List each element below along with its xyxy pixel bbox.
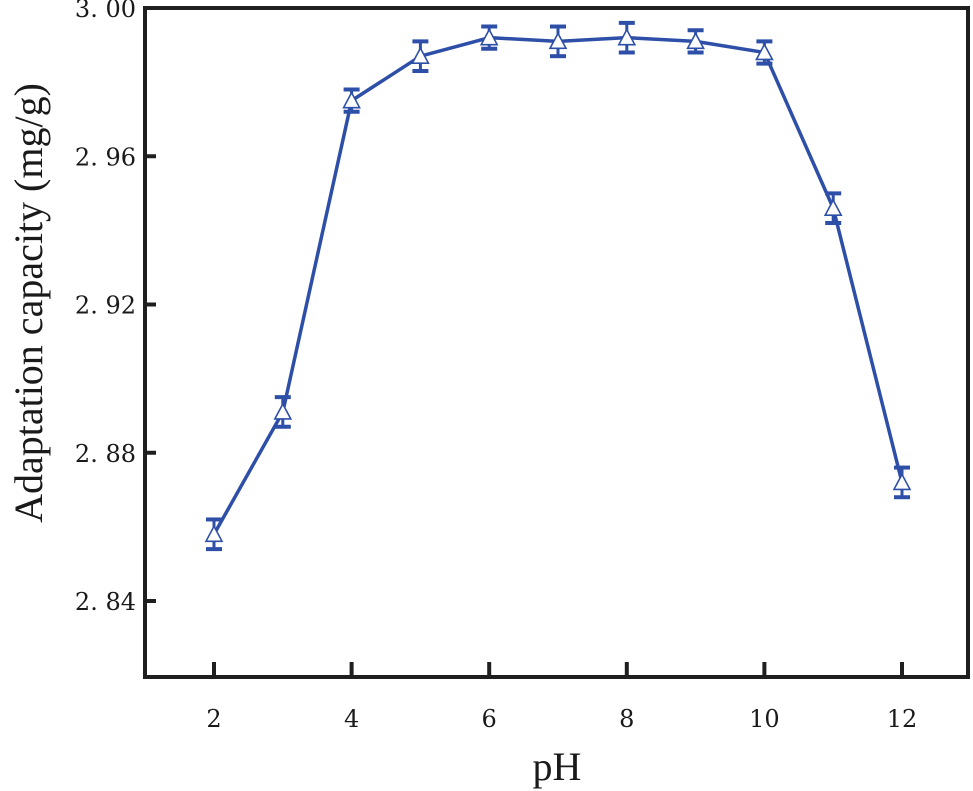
y-axis-title: Adaptation capacity (mg/g) [6, 83, 51, 523]
x-tick-label: 6 [482, 705, 497, 733]
data-point [548, 24, 568, 59]
triangle-marker-icon [342, 90, 361, 109]
data-point [411, 39, 430, 74]
data-point [686, 28, 705, 55]
y-tick-label: 3. 00 [75, 0, 136, 23]
triangle-marker-icon [617, 27, 637, 46]
x-axis-title: pH [533, 744, 582, 789]
data-point [204, 517, 224, 552]
series-line [212, 35, 904, 536]
y-tick-label: 2. 96 [75, 143, 136, 171]
x-tick-label: 10 [749, 705, 780, 733]
data-point [892, 465, 912, 500]
data-point [755, 39, 774, 66]
triangle-marker-icon [548, 31, 568, 50]
data-point [273, 395, 293, 429]
triangle-marker-icon [204, 524, 224, 543]
triangle-marker-icon [411, 46, 430, 64]
plot-border [143, 6, 970, 679]
data-point [823, 191, 843, 225]
triangle-marker-icon [273, 402, 293, 420]
data-point [617, 20, 637, 55]
x-tick-label: 8 [619, 705, 634, 733]
triangle-marker-icon [755, 42, 774, 61]
x-tick-label: 12 [887, 705, 918, 733]
triangle-marker-icon [823, 198, 843, 216]
x-tick-label: 4 [344, 705, 359, 733]
y-tick-label: 2. 88 [75, 440, 136, 468]
data-series [204, 20, 912, 552]
x-tick-label: 2 [206, 705, 221, 733]
axes-frame [143, 6, 970, 679]
y-tick-label: 2. 84 [75, 588, 136, 616]
triangle-marker-icon [686, 31, 705, 50]
x-axis-ticks: 2 4 6 8 10 12 [206, 662, 917, 733]
y-tick-label: 2. 92 [75, 292, 136, 320]
data-point [342, 87, 361, 114]
triangle-marker-icon [479, 27, 499, 46]
y-axis-ticks: 2. 84 2. 88 2. 92 2. 96 3. 00 [75, 0, 156, 616]
triangle-marker-icon [892, 472, 912, 491]
data-point [479, 24, 499, 51]
